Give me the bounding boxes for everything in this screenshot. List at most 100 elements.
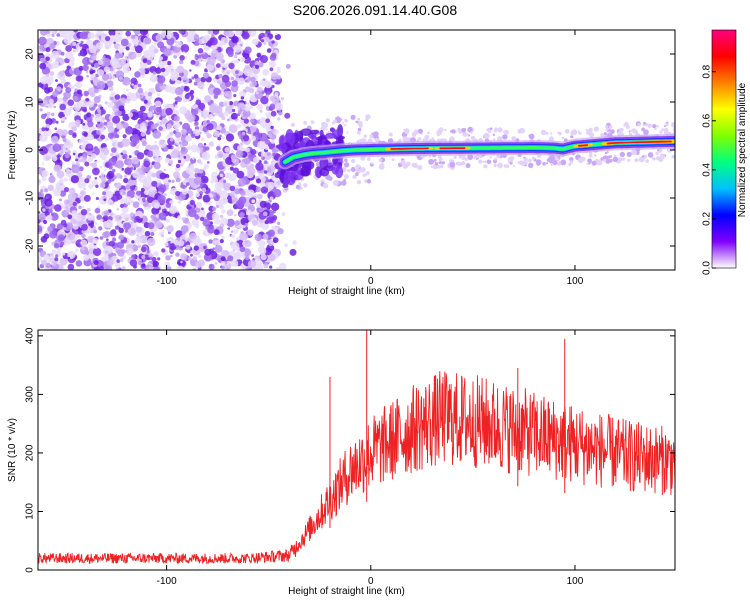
noise-speck xyxy=(122,122,129,129)
onset-blob xyxy=(335,165,344,179)
scatter-speck xyxy=(652,157,656,161)
noise-speck xyxy=(190,144,199,153)
noise-speck xyxy=(217,79,222,85)
noise-speck xyxy=(155,220,163,229)
y-tick-label: -20 xyxy=(25,238,36,253)
noise-speck xyxy=(111,147,117,153)
noise-speck xyxy=(40,30,48,36)
scatter-speck xyxy=(569,160,573,164)
noise-speck xyxy=(129,212,135,217)
noise-speck xyxy=(43,254,50,261)
noise-speck xyxy=(243,248,252,257)
noise-speck xyxy=(114,262,121,268)
noise-speck xyxy=(155,214,159,218)
noise-speck xyxy=(249,83,254,88)
noise-speck xyxy=(88,45,97,54)
scatter-speck xyxy=(352,174,357,179)
heatmap-y-label: Frequency (Hz) xyxy=(7,111,18,180)
noise-speck xyxy=(45,123,51,129)
scatter-speck xyxy=(609,159,613,163)
noise-speck xyxy=(118,76,123,81)
scatter-speck xyxy=(462,132,465,135)
noise-speck xyxy=(152,149,161,158)
noise-speck xyxy=(124,55,128,59)
noise-speck xyxy=(176,65,185,74)
noise-speck xyxy=(140,131,146,137)
noise-speck xyxy=(221,74,230,83)
noise-speck xyxy=(221,235,225,240)
noise-speck xyxy=(242,147,245,151)
noise-speck xyxy=(103,121,108,126)
noise-speck xyxy=(278,111,283,116)
scatter-speck xyxy=(449,136,455,142)
noise-speck xyxy=(65,45,72,52)
noise-speck xyxy=(136,152,145,160)
scatter-speck xyxy=(672,127,675,132)
noise-speck xyxy=(60,51,65,56)
scatter-speck xyxy=(483,164,488,169)
y-tick-label: 20 xyxy=(25,48,36,60)
noise-speck xyxy=(255,178,262,184)
noise-speck xyxy=(101,177,107,184)
noise-speck xyxy=(130,34,136,40)
noise-speck xyxy=(219,134,222,138)
scatter-speck xyxy=(605,125,609,129)
scatter-speck xyxy=(344,158,348,162)
noise-speck xyxy=(132,170,140,179)
noise-speck xyxy=(168,205,178,214)
noise-speck xyxy=(58,111,65,119)
snr-series-line xyxy=(38,371,675,565)
noise-speck xyxy=(116,154,120,158)
noise-speck xyxy=(223,100,230,107)
noise-speck xyxy=(105,137,109,142)
noise-speck xyxy=(153,161,161,170)
noise-speck xyxy=(141,263,146,267)
noise-speck xyxy=(273,179,282,188)
scatter-speck xyxy=(626,151,632,157)
noise-speck xyxy=(212,30,220,35)
noise-speck xyxy=(190,133,196,138)
noise-speck xyxy=(265,112,272,119)
noise-speck xyxy=(270,45,275,50)
noise-speck xyxy=(285,63,291,69)
noise-speck xyxy=(259,181,266,187)
scatter-speck xyxy=(600,132,605,137)
noise-speck xyxy=(103,168,107,172)
scatter-speck xyxy=(550,164,553,167)
noise-speck xyxy=(184,93,190,99)
scatter-speck xyxy=(441,161,445,165)
noise-speck xyxy=(242,109,251,118)
scatter-speck xyxy=(434,162,439,166)
y-tick-label: -10 xyxy=(25,190,36,205)
noise-speck xyxy=(101,116,106,121)
noise-speck xyxy=(204,95,212,103)
noise-speck xyxy=(227,227,230,230)
noise-speck xyxy=(175,79,181,85)
noise-speck xyxy=(63,187,70,193)
noise-speck xyxy=(78,65,84,71)
scatter-speck xyxy=(343,162,350,168)
noise-speck xyxy=(228,101,234,106)
noise-speck xyxy=(116,241,125,249)
scatter-speck xyxy=(362,173,366,177)
noise-speck xyxy=(274,94,279,99)
noise-speck xyxy=(157,257,161,261)
noise-speck xyxy=(226,218,235,227)
noise-speck xyxy=(216,146,221,151)
noise-speck xyxy=(130,127,138,136)
scatter-speck xyxy=(357,117,361,121)
noise-speck xyxy=(289,248,297,256)
noise-speck xyxy=(166,225,174,233)
y-tick-label: 200 xyxy=(25,444,36,461)
noise-speck xyxy=(80,135,88,143)
scatter-speck xyxy=(622,157,626,161)
noise-speck xyxy=(258,247,267,256)
noise-speck xyxy=(100,218,104,222)
noise-speck xyxy=(64,152,71,159)
noise-speck xyxy=(179,55,185,61)
noise-speck xyxy=(158,232,163,236)
noise-speck xyxy=(173,171,180,179)
noise-speck xyxy=(262,211,268,217)
noise-speck xyxy=(115,70,125,79)
noise-speck xyxy=(75,158,79,162)
